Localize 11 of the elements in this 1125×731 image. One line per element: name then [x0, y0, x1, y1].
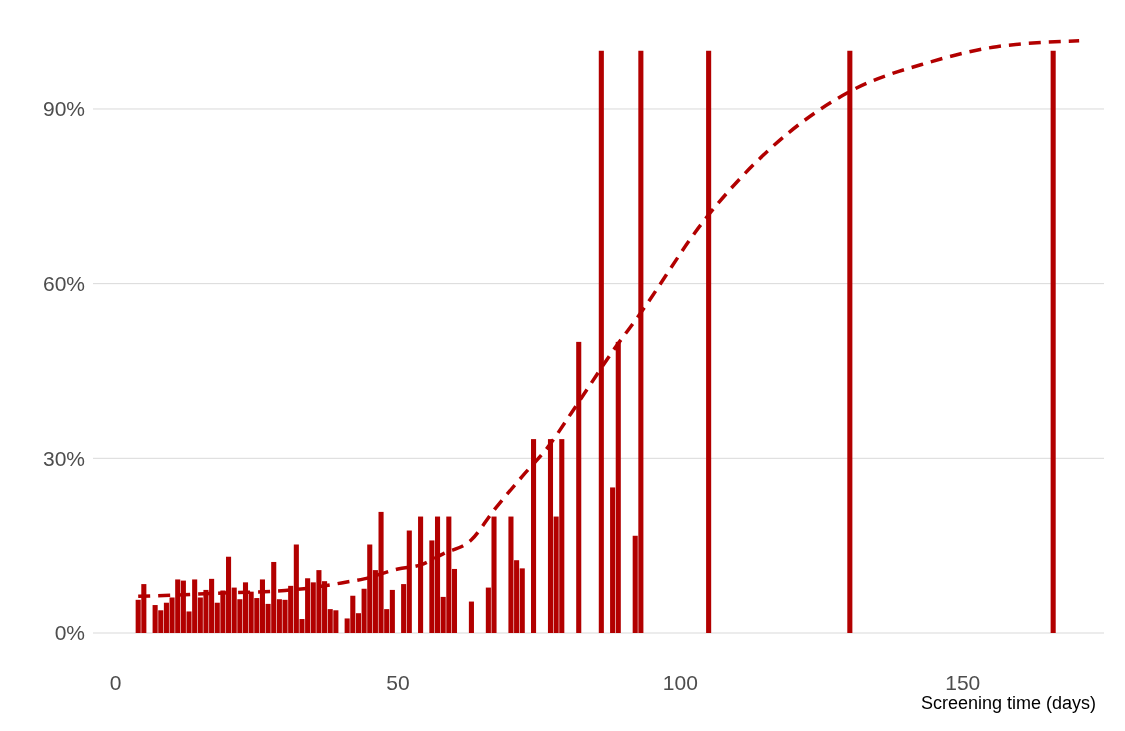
- bar: [468, 601, 474, 633]
- x-axis-title: Screening time (days): [920, 693, 1096, 713]
- y-tick-label: 60%: [42, 272, 85, 296]
- y-tick-label: 90%: [42, 97, 85, 121]
- y-tick-label: 0%: [54, 621, 85, 645]
- x-tick-label: 150: [945, 670, 981, 694]
- bar: [1050, 50, 1056, 633]
- x-tick-label: 50: [386, 670, 410, 694]
- x-tick-label: 100: [662, 670, 698, 694]
- x-tick-label: 0: [109, 670, 122, 694]
- y-tick-label: 30%: [42, 446, 85, 470]
